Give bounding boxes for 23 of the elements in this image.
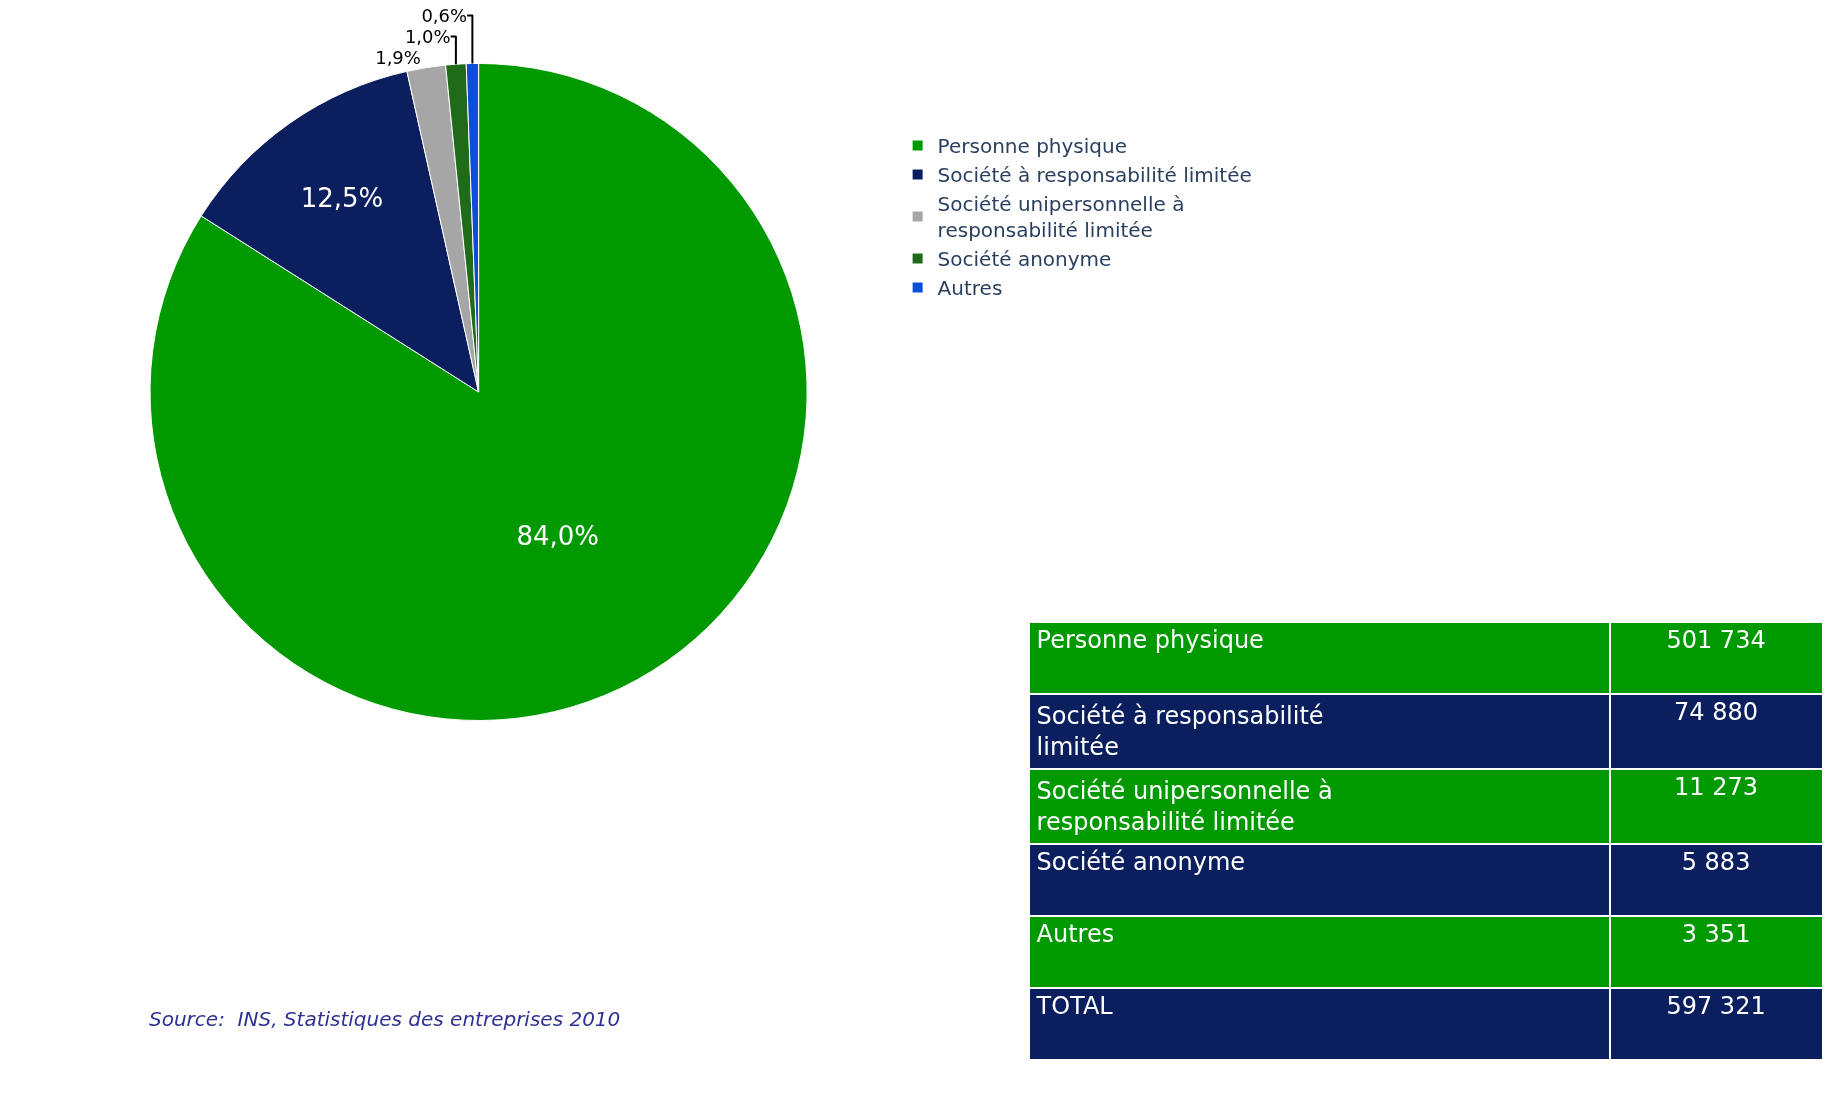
data-label: 501 734 [1666, 625, 1766, 654]
category-label: Société anonyme [1036, 848, 1246, 877]
legend-label: Société unipersonnelle à responsabilité limitée [937, 192, 1185, 243]
category-label: Société à responsabilité limitée [1036, 701, 1324, 761]
category-label: Autres [1036, 920, 1115, 949]
data-label: 5 883 [1681, 848, 1751, 877]
data-label: 597 321 [1666, 992, 1766, 1021]
data-label: 84,0% [516, 520, 600, 551]
legend-label: Personne physique [937, 134, 1128, 159]
category-label: Personne physique [1036, 625, 1264, 654]
category-label: Société unipersonnelle à responsabilité limitée [1036, 776, 1333, 837]
category-label: TOTAL [1035, 992, 1114, 1021]
data-label: 1,0% [404, 25, 451, 47]
data-label: 12,5% [300, 182, 384, 213]
legend-label: Autres [937, 276, 1003, 301]
legend-label: Société à responsabilité limitée [937, 163, 1252, 188]
legend-label: Société anonyme [937, 247, 1112, 272]
data-label: 0,6% [421, 4, 468, 26]
data-label: 3 351 [1681, 920, 1751, 949]
data-label: 74 880 [1674, 697, 1759, 726]
data-label: 11 273 [1674, 772, 1759, 801]
data-label: 1,9% [375, 46, 421, 68]
source-note: Source: INS, Statistiques des entreprises 2010 [149, 1007, 621, 1031]
